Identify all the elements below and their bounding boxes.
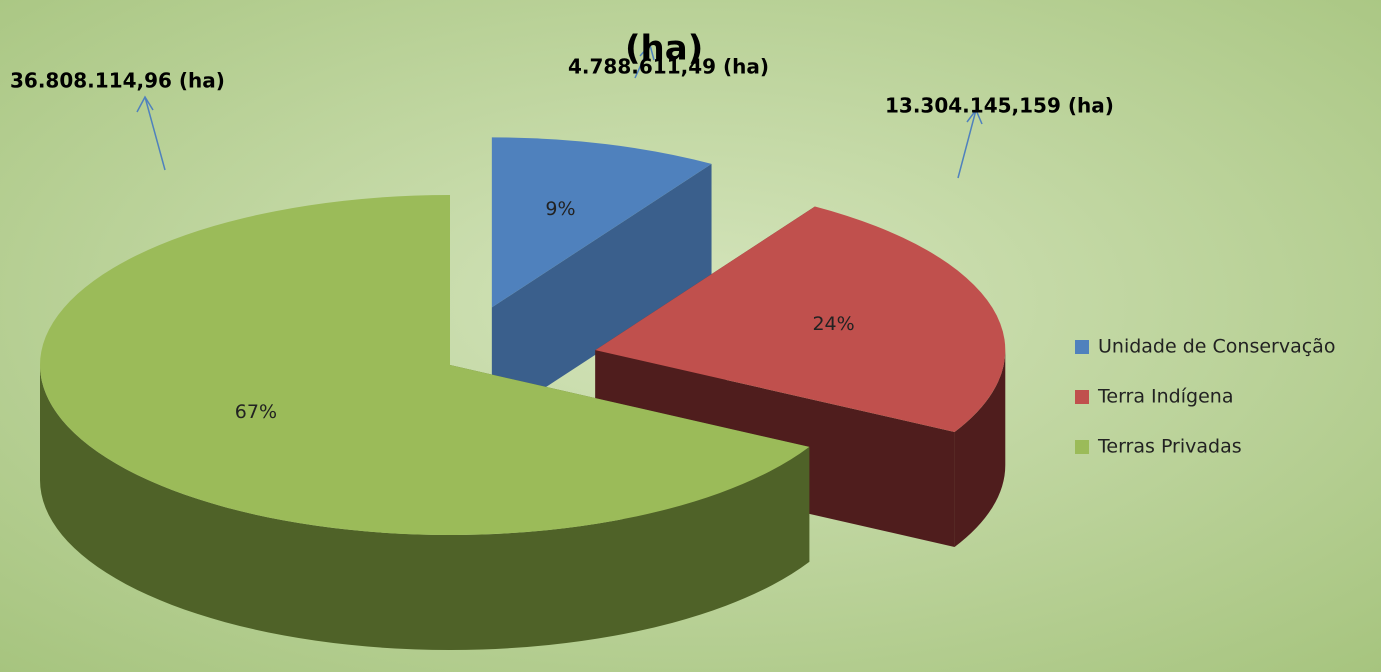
slice	[491, 137, 712, 423]
data-label: 9%	[545, 198, 575, 220]
annotation: 13.304.145,159 (ha)	[885, 94, 1114, 118]
annotation: 4.788.611,49 (ha)	[568, 55, 769, 79]
data-label: 67%	[235, 401, 277, 423]
slice-top	[595, 206, 1006, 432]
pie: 9% 24% 67%	[40, 137, 1006, 651]
legend-label: Unidade de Conservação	[1098, 336, 1335, 358]
annotation: 36.808.114,96 (ha)	[10, 69, 225, 93]
annotation: (ha)	[625, 29, 703, 69]
slice-top	[491, 137, 712, 308]
data-label: 24%	[812, 313, 854, 335]
arrow	[136, 95, 166, 171]
legend-swatch	[1075, 440, 1089, 454]
legend-label: Terras Privadas	[1097, 436, 1242, 458]
slice-side	[491, 163, 712, 423]
slice	[40, 195, 810, 651]
legend-swatch	[1075, 340, 1089, 354]
arrows	[136, 43, 983, 179]
legend-swatch	[1075, 390, 1089, 404]
legend-label: Terra Indígena	[1097, 386, 1233, 408]
slice-wall	[954, 350, 1006, 547]
arrow	[634, 43, 655, 79]
slice-wall	[40, 365, 810, 651]
arrow	[957, 108, 983, 179]
slice-top	[40, 195, 810, 535]
